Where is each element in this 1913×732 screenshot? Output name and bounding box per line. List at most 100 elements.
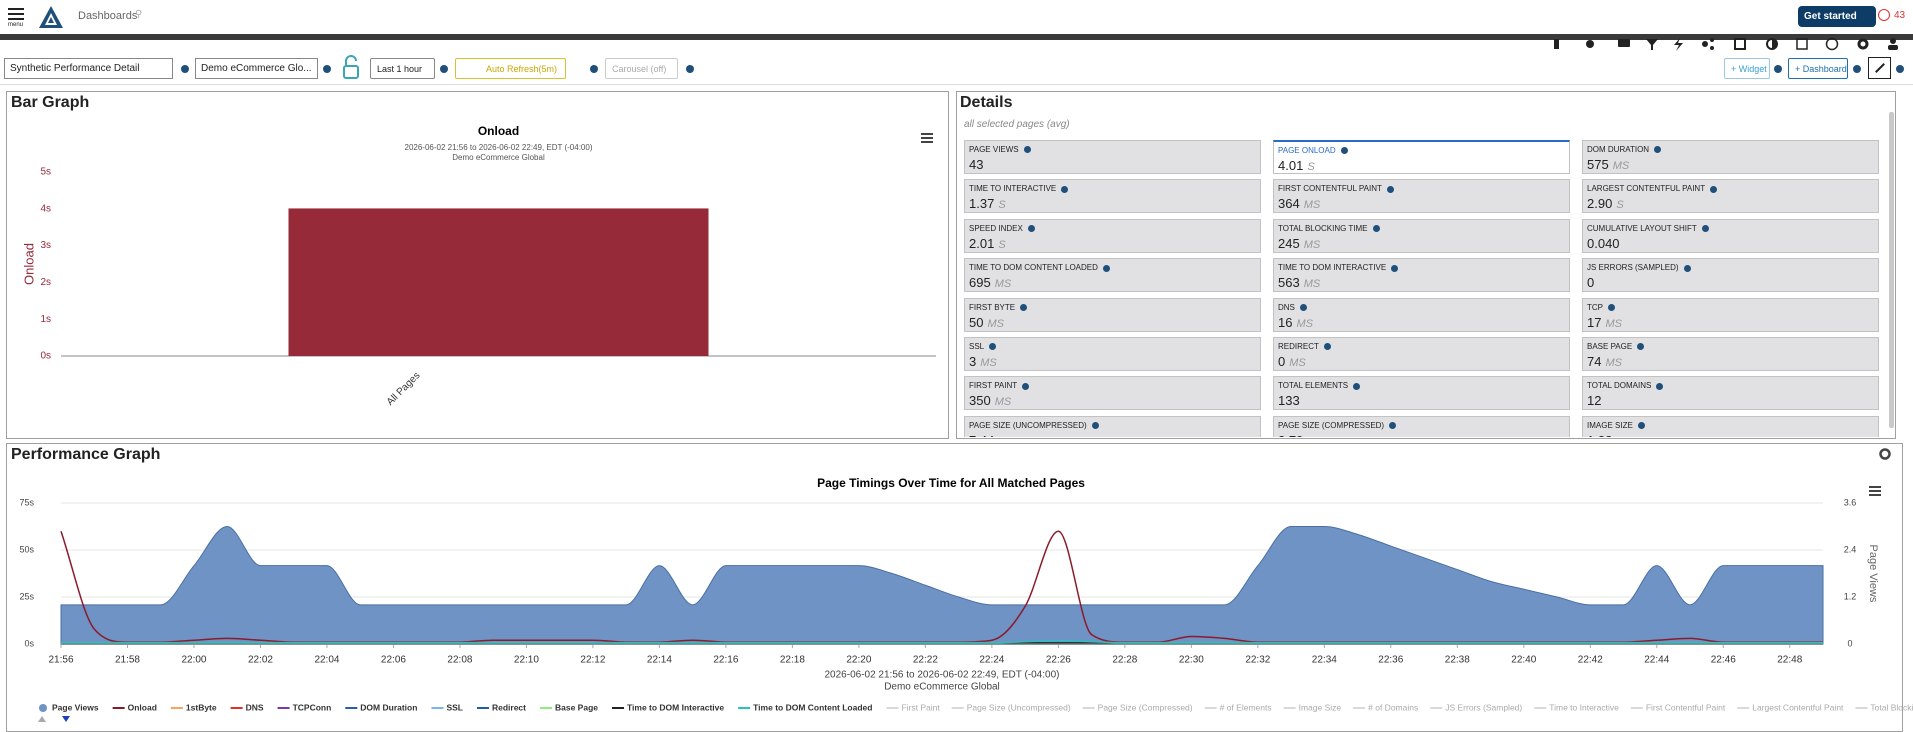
x-tick-label: 22:04: [314, 655, 339, 666]
metric-tile[interactable]: DNS 16 MS: [1273, 297, 1570, 332]
legend-label[interactable]: Time to DOM Content Loaded: [753, 702, 872, 712]
time-range-button[interactable]: Last 1 hour: [370, 58, 435, 79]
metric-tile[interactable]: JS ERRORS (SAMPLED) 0: [1582, 258, 1879, 293]
metric-tile[interactable]: PAGE ONLOAD 4.01 S: [1273, 140, 1570, 174]
metric-tile[interactable]: REDIRECT 0 MS: [1273, 337, 1570, 371]
toolbar-icons[interactable]: [1540, 36, 1913, 52]
legend-label[interactable]: Total Blocking Time: [1870, 702, 1913, 712]
carousel-button[interactable]: Carousel (off): [605, 58, 678, 79]
pin-icon[interactable]: ⚲: [135, 9, 143, 20]
info-icon: [1386, 185, 1394, 193]
metric-tile[interactable]: PAGE SIZE (UNCOMPRESSED) 7.44MB: [964, 415, 1261, 437]
legend-next[interactable]: [62, 716, 70, 722]
info-icon[interactable]: [590, 65, 598, 73]
legend-label[interactable]: First Paint: [901, 702, 940, 712]
metric-tile[interactable]: FIRST BYTE 50 MS: [964, 297, 1261, 332]
legend-label[interactable]: TCPConn: [293, 702, 332, 712]
add-widget-button[interactable]: + Widget: [1724, 58, 1770, 79]
info-icon: [1022, 382, 1030, 390]
y-tick-label: 5s: [40, 167, 51, 178]
alert-icon[interactable]: [1878, 9, 1890, 21]
info-icon: [1637, 422, 1645, 430]
add-dashboard-button[interactable]: + Dashboard: [1788, 58, 1848, 79]
line: [61, 639, 1823, 644]
metric-tile[interactable]: SPEED INDEX 2.01 S: [964, 218, 1261, 253]
alert-count[interactable]: 43: [1894, 10, 1906, 21]
legend-label[interactable]: Time to DOM Interactive: [627, 702, 724, 712]
legend-label[interactable]: First Contentful Paint: [1646, 702, 1726, 712]
metric-tile[interactable]: PAGE VIEWS 43: [964, 140, 1261, 174]
info-icon: [1061, 185, 1069, 193]
info-icon[interactable]: [1896, 65, 1904, 73]
metric-tile[interactable]: LARGEST CONTENTFUL PAINT 2.90 S: [1582, 179, 1879, 214]
legend-label[interactable]: SSL: [446, 702, 463, 712]
app-select[interactable]: Demo eCommerce Glo...: [195, 58, 318, 79]
info-icon[interactable]: [1853, 65, 1861, 73]
legend-label[interactable]: Redirect: [492, 702, 526, 712]
legend-prev[interactable]: [38, 716, 46, 722]
chart-menu-icon[interactable]: [921, 133, 1881, 496]
metric-tile[interactable]: TIME TO DOM INTERACTIVE 563 MS: [1273, 258, 1570, 293]
metric-label: TIME TO DOM INTERACTIVE: [1278, 263, 1399, 272]
metric-tile[interactable]: DOM DURATION 575 MS: [1582, 140, 1879, 174]
divider: [0, 84, 1913, 85]
legend-label[interactable]: # of Domains: [1368, 702, 1418, 712]
info-icon[interactable]: [181, 65, 189, 73]
scrollbar[interactable]: [1889, 112, 1894, 428]
metric-tile[interactable]: TIME TO DOM CONTENT LOADED 695 MS: [964, 258, 1261, 293]
legend-label[interactable]: JS Errors (Sampled): [1445, 702, 1522, 712]
info-icon: [1683, 264, 1691, 272]
dashboard-select[interactable]: Synthetic Performance Detail: [4, 58, 173, 79]
metric-tile[interactable]: PAGE SIZE (COMPRESSED) 2.79MB: [1273, 415, 1570, 437]
info-icon[interactable]: [440, 65, 448, 73]
info-icon: [1020, 303, 1028, 311]
panel-title: Bar Graph: [11, 94, 90, 111]
metric-tile[interactable]: TCP 17 MS: [1582, 297, 1879, 332]
metric-tile[interactable]: TIME TO INTERACTIVE 1.37 S: [964, 179, 1261, 214]
bar: [288, 208, 709, 356]
metric-tile[interactable]: SSL 3 MS: [964, 337, 1261, 371]
metric-value: 50 MS: [969, 314, 1004, 330]
legend-label[interactable]: Page Size (Compressed): [1098, 702, 1193, 712]
metric-tile[interactable]: FIRST CONTENTFUL PAINT 364 MS: [1273, 179, 1570, 214]
lock-icon[interactable]: [342, 54, 360, 80]
settings-icon[interactable]: [1879, 448, 1891, 460]
info-icon[interactable]: [1774, 65, 1782, 73]
metric-tile[interactable]: TOTAL BLOCKING TIME 245 MS: [1273, 218, 1570, 253]
legend-label[interactable]: Time to Interactive: [1549, 702, 1619, 712]
metric-tile[interactable]: IMAGE SIZE 1.38MB: [1582, 415, 1879, 437]
info-icon[interactable]: [323, 65, 331, 73]
get-started-button[interactable]: Get started: [1798, 6, 1876, 27]
metric-tile[interactable]: TOTAL ELEMENTS 133: [1273, 376, 1570, 411]
legend-label[interactable]: # of Elements: [1220, 702, 1272, 712]
info-icon: [1608, 303, 1615, 311]
menu-button[interactable]: [8, 6, 24, 22]
metric-label: TCP: [1587, 303, 1615, 312]
legend-label[interactable]: 1stByte: [186, 702, 217, 712]
metric-tile[interactable]: BASE PAGE 74 MS: [1582, 337, 1879, 371]
legend-label[interactable]: Image Size: [1299, 702, 1342, 712]
metric-value: 17 MS: [1587, 314, 1622, 330]
auto-refresh-button[interactable]: Auto Refresh(5m): [455, 58, 566, 79]
chart-title: Page Timings Over Time for All Matched P…: [817, 476, 1085, 490]
legend-label[interactable]: DOM Duration: [360, 702, 417, 712]
x-tick-label: All Pages: [385, 370, 423, 408]
metric-value: 575 MS: [1587, 157, 1630, 172]
legend-label[interactable]: Page Views: [52, 702, 99, 712]
y2-axis-label: Page Views: [1867, 545, 1879, 603]
metric-value: 350 MS: [969, 393, 1012, 409]
metric-tile[interactable]: CUMULATIVE LAYOUT SHIFT 0.040: [1582, 218, 1879, 253]
info-icon[interactable]: [686, 65, 694, 73]
metric-label: IMAGE SIZE: [1587, 421, 1645, 430]
metric-label: DOM DURATION: [1587, 145, 1662, 154]
edit-button[interactable]: [1868, 57, 1891, 79]
legend-label[interactable]: Onload: [128, 702, 157, 712]
metric-tile[interactable]: FIRST PAINT 350 MS: [964, 376, 1261, 411]
chart-source: Demo eCommerce Global: [452, 153, 545, 162]
legend-label[interactable]: Base Page: [555, 702, 598, 712]
legend-label[interactable]: Page Size (Uncompressed): [967, 702, 1071, 712]
y-tick-label: 0s: [24, 638, 34, 648]
legend-label[interactable]: Largest Contentful Paint: [1752, 702, 1844, 712]
metric-tile[interactable]: TOTAL DOMAINS 12: [1582, 376, 1879, 411]
legend-label[interactable]: DNS: [246, 702, 264, 712]
